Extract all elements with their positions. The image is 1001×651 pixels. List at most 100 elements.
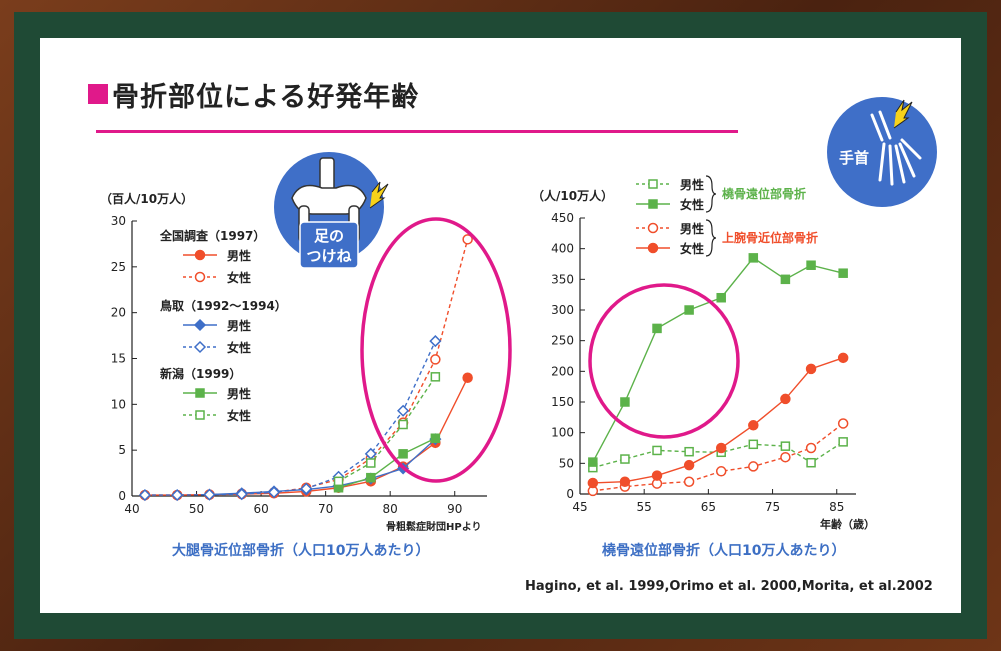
- data-point: [333, 476, 344, 487]
- data-point: [683, 476, 695, 487]
- data-point: [267, 486, 281, 499]
- legend-r3-marker: [647, 242, 659, 254]
- data-point: [429, 335, 442, 348]
- legend-r0-label: 男性: [680, 177, 704, 192]
- right-caption: 橈骨遠位部骨折（人口10万人あたり）: [602, 543, 846, 559]
- highlight-ellipse: [360, 217, 512, 483]
- source-note: 骨粗鬆症財団HPより: [386, 520, 482, 533]
- hip-badge-line1: 足の: [314, 227, 344, 245]
- left-legend: 全国調査（1997）男性女性鳥取（1992〜1994）男性女性新潟（1999）男…: [159, 228, 287, 423]
- data-point: [366, 458, 376, 468]
- y-tick-label: 30: [111, 214, 126, 228]
- legend-0-marker: [194, 249, 206, 261]
- series-line: [592, 256, 844, 463]
- data-point: [171, 489, 184, 502]
- y-axis-label: （百人/10万人）: [100, 191, 193, 206]
- hip-badge-label-box: [299, 221, 359, 269]
- data-point: [806, 457, 816, 468]
- data-point: [138, 489, 151, 502]
- x-tick-label: 80: [383, 502, 398, 516]
- legend-3-label: 女性: [227, 340, 251, 355]
- series-4: [333, 433, 441, 493]
- y-tick-label: 15: [111, 352, 126, 366]
- data-point: [398, 449, 408, 459]
- legend-4-label: 男性: [227, 386, 251, 401]
- legend-brace: [705, 175, 717, 213]
- legend-group-title: 全国調査（1997）: [159, 228, 265, 243]
- x-axis-label: 年齢（歳）: [820, 517, 875, 531]
- y-tick-label: 20: [111, 306, 126, 320]
- data-point: [748, 253, 759, 263]
- data-point: [838, 268, 848, 278]
- data-point: [203, 488, 216, 501]
- data-point: [235, 488, 248, 501]
- pain-bolt-icon: [369, 181, 389, 209]
- x-tick-label: 85: [829, 500, 844, 514]
- y-tick-label: 0: [566, 487, 574, 501]
- page-title: 骨折部位による好発年齢: [112, 82, 420, 113]
- series-line: [144, 340, 436, 496]
- x-tick-label: 45: [572, 500, 587, 514]
- data-point: [837, 352, 849, 364]
- series-2: [587, 418, 849, 497]
- references: Hagino, et al. 1999,Orimo et al. 2000,Mo…: [525, 579, 933, 594]
- series-line: [338, 437, 436, 489]
- y-tick-label: 400: [551, 242, 574, 256]
- y-tick-label: 350: [551, 272, 574, 286]
- y-tick-label: 250: [551, 334, 574, 348]
- legend-r2-label: 男性: [680, 221, 704, 236]
- x-tick-label: 55: [637, 500, 652, 514]
- right-chart: 0 50 100 150 200 250 300 350 400 450 45 55 65 75 85 （人/…: [532, 175, 875, 531]
- legend-r3-label: 女性: [680, 241, 704, 256]
- series-line: [592, 422, 844, 492]
- x-tick-label: 65: [701, 500, 716, 514]
- legend-r0-marker: [648, 179, 658, 189]
- x-tick-label: 40: [124, 502, 139, 516]
- legend-r1-label: 女性: [680, 197, 704, 212]
- legend-5-marker: [195, 410, 205, 420]
- data-point: [462, 234, 473, 245]
- legend-brace: [705, 219, 717, 257]
- y-tick-label: 25: [111, 260, 126, 274]
- series-3: [138, 335, 442, 502]
- legend-1-label: 女性: [227, 270, 251, 285]
- y-tick-label: 5: [118, 443, 126, 457]
- legend-r1-marker: [648, 199, 658, 209]
- data-point: [652, 445, 662, 456]
- data-point: [805, 442, 817, 454]
- data-point: [430, 372, 441, 382]
- data-point: [652, 323, 662, 334]
- x-tick-label: 50: [189, 502, 204, 516]
- legend-group-title: 鳥取（1992〜1994）: [160, 298, 287, 313]
- x-tick-label: 60: [253, 502, 268, 516]
- data-point: [651, 470, 663, 481]
- data-point: [837, 418, 849, 429]
- data-point: [715, 442, 727, 454]
- series-3: [587, 352, 849, 489]
- x-tick-label: 90: [447, 502, 462, 516]
- series-0: [588, 437, 848, 473]
- data-point: [780, 274, 791, 285]
- legend-2-label: 男性: [227, 318, 251, 333]
- data-point: [397, 404, 410, 417]
- data-point: [683, 459, 695, 471]
- legend-2-marker: [193, 318, 207, 332]
- data-point: [748, 461, 759, 472]
- x-tick-label: 70: [318, 502, 333, 516]
- data-point: [462, 372, 473, 383]
- spine-bone: [319, 157, 335, 191]
- legend-group-title: 新潟（1999）: [160, 366, 241, 381]
- wrist-pain-bolt-icon: [893, 99, 913, 129]
- data-point: [620, 454, 630, 464]
- data-point: [748, 420, 759, 431]
- legend-4-marker: [195, 388, 205, 398]
- data-point: [715, 466, 727, 477]
- hip-badge-line2: つけね: [306, 247, 351, 265]
- data-point: [780, 393, 791, 405]
- series-0: [139, 372, 473, 501]
- data-point: [780, 441, 791, 451]
- series-1: [588, 253, 848, 467]
